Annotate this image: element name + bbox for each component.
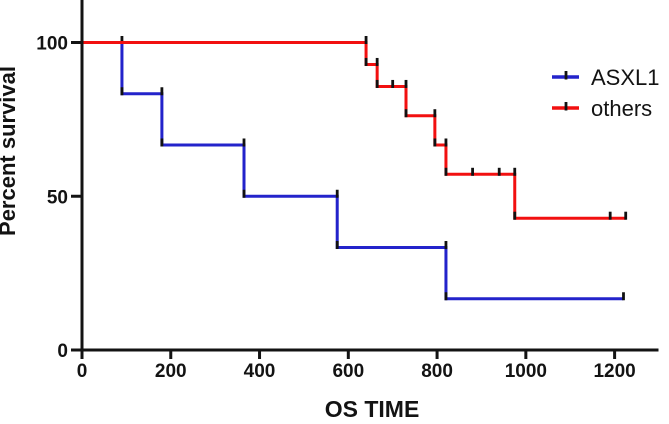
legend-censor-tick-icon xyxy=(564,102,568,111)
censor-event-tick xyxy=(120,87,124,96)
x-axis-tick-labels: 0 200 400 600 800 1000 1200 xyxy=(77,361,636,382)
censor-event-tick xyxy=(364,57,368,66)
x-axis-tick-label: 800 xyxy=(421,361,453,382)
x-axis-tick xyxy=(524,350,528,359)
x-axis-tick xyxy=(258,350,262,359)
censor-event-tick xyxy=(608,211,612,220)
censor-event-tick xyxy=(513,167,517,176)
curve-asxl1 xyxy=(82,36,625,301)
x-axis-line xyxy=(80,348,659,352)
x-axis-tick-label: 1000 xyxy=(505,361,547,382)
censor-event-tick xyxy=(513,211,517,220)
censor-event-tick xyxy=(444,138,448,147)
censor-event-tick xyxy=(471,167,474,176)
x-axis-tick-label: 0 xyxy=(77,361,88,382)
legend-label-asxl1: ASXL1 xyxy=(591,65,660,90)
censor-event-tick xyxy=(444,241,448,250)
censor-event-tick xyxy=(335,241,339,250)
y-axis-tick xyxy=(71,41,81,44)
censor-event-tick xyxy=(120,36,124,44)
x-axis-tick xyxy=(435,350,439,359)
censor-event-tick xyxy=(160,87,164,96)
x-axis-tick xyxy=(169,350,173,359)
censor-event-tick xyxy=(335,189,339,198)
legend-item-others: others xyxy=(552,96,652,121)
censor-event-tick xyxy=(391,79,395,88)
censor-event-tick xyxy=(375,79,379,88)
x-axis-tick-label: 200 xyxy=(155,361,187,382)
legend-label-others: others xyxy=(591,96,652,121)
y-axis-title: Percent survival xyxy=(0,66,20,236)
censor-event-tick xyxy=(242,138,246,147)
y-axis-tick xyxy=(71,194,81,198)
censor-event-tick xyxy=(375,57,379,66)
x-axis-tick xyxy=(613,350,617,359)
x-axis-tick xyxy=(80,350,84,359)
censor-event-tick xyxy=(444,292,448,301)
y-axis-tick xyxy=(71,348,81,352)
censor-event-tick xyxy=(497,167,501,176)
curve-others xyxy=(82,36,628,220)
censor-event-tick xyxy=(624,211,628,220)
y-axis-ticks xyxy=(71,41,81,352)
x-axis-title: OS TIME xyxy=(325,396,420,422)
legend-item-asxl1: ASXL1 xyxy=(552,65,660,90)
y-axis-tick-label: 50 xyxy=(47,187,68,208)
censor-event-tick xyxy=(622,292,625,301)
y-axis-tick-label: 0 xyxy=(57,341,68,362)
y-axis-line xyxy=(80,0,84,352)
censor-event-tick xyxy=(364,36,368,44)
censor-event-tick xyxy=(160,138,164,147)
x-axis: 0 200 400 600 800 1000 1200 OS TIME xyxy=(77,348,659,422)
censor-event-tick xyxy=(404,79,408,88)
censor-event-tick xyxy=(444,167,448,176)
x-axis-tick-label: 400 xyxy=(244,361,276,382)
x-axis-tick xyxy=(346,350,350,359)
censor-event-tick xyxy=(404,109,408,118)
y-axis-tick-label: 100 xyxy=(36,34,68,55)
legend: ASXL1 others xyxy=(552,65,660,121)
survival-step-line xyxy=(82,41,624,301)
censor-event-tick xyxy=(242,189,246,198)
y-axis-tick-labels: 0 50 100 xyxy=(36,34,68,363)
x-axis-tick-label: 1200 xyxy=(593,361,635,382)
censor-event-tick xyxy=(433,138,437,147)
censor-event-tick xyxy=(433,109,437,118)
x-axis-tick-label: 600 xyxy=(332,361,364,382)
survival-step-line xyxy=(82,41,626,220)
x-axis-ticks xyxy=(80,350,617,359)
y-axis: 0 50 100 Percent survival xyxy=(0,0,84,362)
legend-censor-tick-icon xyxy=(564,71,568,80)
